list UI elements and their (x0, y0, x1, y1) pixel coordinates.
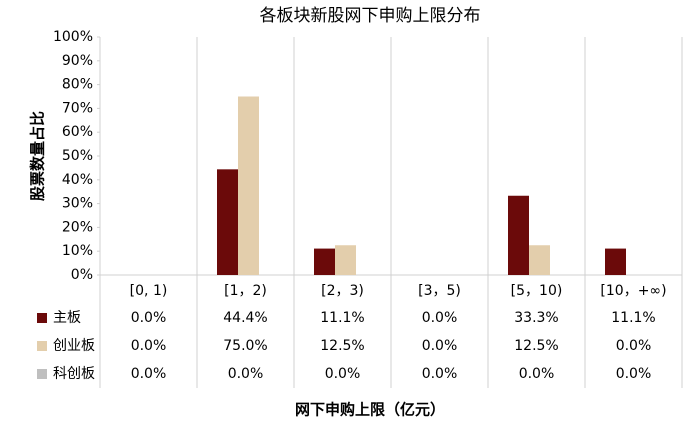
bar (605, 248, 626, 275)
y-tick-label: 90% (62, 53, 93, 69)
value-label: 0.0% (131, 310, 167, 326)
value-label: 0.0% (422, 338, 458, 354)
x-axis-label: 网下申购上限（亿元） (295, 401, 445, 419)
x-tick-label: [10，+∞) (600, 283, 666, 299)
x-tick-label: [1，2) (224, 283, 267, 299)
legend-label: 科创板 (53, 366, 95, 382)
value-label: 11.1% (611, 310, 655, 326)
x-tick-label: [5，10) (511, 283, 563, 299)
chart-title: 各板块新股网下申购上限分布 (260, 6, 481, 26)
bar (238, 96, 259, 275)
value-label: 0.0% (519, 366, 555, 382)
y-tick-label: 70% (62, 100, 93, 116)
legend-key (37, 341, 47, 351)
value-label: 12.5% (514, 338, 558, 354)
value-label: 0.0% (325, 366, 361, 382)
bar (217, 169, 238, 275)
x-tick-label: [0, 1) (130, 283, 168, 299)
value-label: 12.5% (320, 338, 364, 354)
value-label: 0.0% (616, 366, 652, 382)
y-tick-label: 80% (62, 77, 93, 93)
value-label: 0.0% (228, 366, 264, 382)
value-label: 11.1% (320, 310, 364, 326)
y-tick-label: 20% (62, 219, 93, 235)
y-tick-label: 0% (71, 267, 93, 283)
value-label: 0.0% (616, 338, 652, 354)
value-label: 0.0% (131, 338, 167, 354)
bar (508, 195, 529, 275)
x-tick-label: [2，3) (321, 283, 364, 299)
bar (314, 248, 335, 275)
y-tick-label: 100% (53, 29, 93, 45)
y-tick-label: 50% (62, 148, 93, 164)
legend-label: 创业板 (53, 338, 95, 354)
y-axis-label: 股票数量占比 (29, 111, 47, 201)
y-tick-label: 10% (62, 243, 93, 259)
legend-label: 主板 (53, 310, 81, 326)
value-label: 33.3% (514, 310, 558, 326)
legend-key (37, 313, 47, 323)
bar (335, 245, 356, 275)
y-tick-label: 60% (62, 124, 93, 140)
y-tick-label: 40% (62, 172, 93, 188)
value-label: 75.0% (223, 338, 267, 354)
bar (529, 245, 550, 275)
value-label: 0.0% (131, 366, 167, 382)
x-tick-label: [3，5) (418, 283, 461, 299)
value-label: 44.4% (223, 310, 267, 326)
value-label: 0.0% (422, 310, 458, 326)
y-tick-label: 30% (62, 196, 93, 212)
legend-key (37, 369, 47, 379)
value-label: 0.0% (422, 366, 458, 382)
